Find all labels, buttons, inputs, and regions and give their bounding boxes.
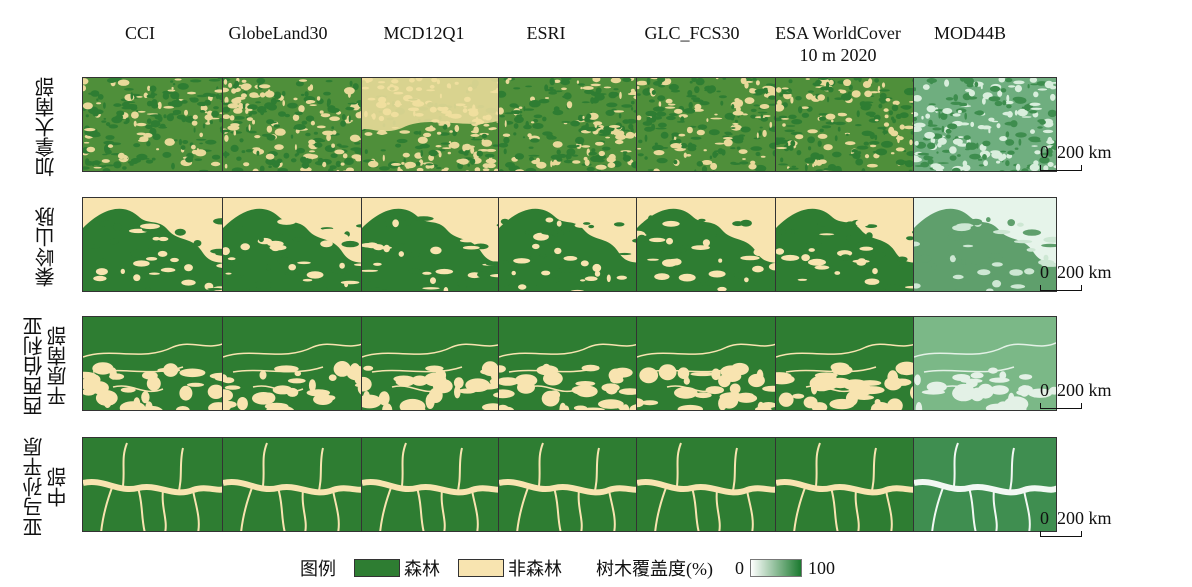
- map-tile-r2-c6: [913, 316, 1057, 411]
- map-tile-r2-c4: [636, 316, 780, 411]
- legend-nonforest-swatch: [458, 559, 504, 577]
- row-label-text: 加拿大南部: [36, 77, 58, 177]
- legend-cover-title: 树木覆盖度(%): [596, 559, 713, 579]
- legend-cover-min: 0: [734, 557, 744, 578]
- map-tile-r1-c2: [361, 197, 505, 292]
- map-tile-r3-c2: [361, 437, 505, 532]
- column-header-4: GLC_FCS30: [644, 23, 740, 43]
- legend-forest-label: 森林: [404, 559, 440, 579]
- legend-title: 图例: [300, 559, 336, 579]
- scale-line: [1040, 531, 1082, 537]
- scale-distance: 200 km: [1057, 142, 1112, 162]
- column-header-3: ESRI: [526, 23, 566, 43]
- column-header-1: GlobeLand30: [228, 23, 328, 43]
- map-tile-r2-c1: [222, 316, 366, 411]
- map-tile-r0-c5: [775, 77, 919, 172]
- scale-zero: 0: [1040, 142, 1049, 162]
- legend: 图例 森林 非森林 树木覆盖度(%) 0 100: [300, 555, 835, 581]
- column-header-6: MOD44B: [933, 23, 1006, 43]
- scale-distance: 200 km: [1057, 508, 1112, 528]
- row-label-text: 亚马孙平原 中部: [24, 437, 70, 537]
- scale-bar-0: 0 200 km: [1040, 142, 1112, 171]
- row-label-0: 加拿大南部: [18, 77, 76, 177]
- legend-forest-swatch: [354, 559, 400, 577]
- legend-nonforest-label: 非森林: [508, 559, 562, 579]
- legend-cover-max: 100: [807, 557, 835, 578]
- map-tile-r0-c6: [913, 77, 1057, 172]
- map-tile-r2-c0: [82, 316, 226, 411]
- column-header-5: ESA WorldCover 10 m 2020: [775, 23, 901, 65]
- map-tile-r2-c5: [775, 316, 919, 411]
- map-tile-r0-c0: [82, 77, 226, 172]
- scale-bar-2: 0 200 km: [1040, 380, 1112, 409]
- map-tile-r3-c0: [82, 437, 226, 532]
- scale-line: [1040, 285, 1082, 291]
- map-tile-r3-c6: [913, 437, 1057, 532]
- column-header-0: CCI: [124, 23, 155, 43]
- map-tile-r1-c5: [775, 197, 919, 292]
- row-label-2: 西西伯利亚 平原南部: [18, 306, 76, 426]
- scale-zero: 0: [1040, 262, 1049, 282]
- map-tile-r1-c0: [82, 197, 226, 292]
- map-tile-r3-c5: [775, 437, 919, 532]
- legend-cover-gradient: [749, 559, 802, 577]
- row-label-text: 秦岭山脉: [36, 207, 58, 287]
- map-tile-r1-c4: [636, 197, 780, 292]
- map-tile-r1-c6: [913, 197, 1057, 292]
- map-tile-r3-c4: [636, 437, 780, 532]
- map-tile-r1-c3: [498, 197, 642, 292]
- scale-distance: 200 km: [1057, 380, 1112, 400]
- map-tile-r0-c3: [498, 77, 642, 172]
- map-tile-r1-c1: [222, 197, 366, 292]
- scale-distance: 200 km: [1057, 262, 1112, 282]
- row-label-3: 亚马孙平原 中部: [18, 427, 76, 547]
- map-tile-r0-c1: [222, 77, 366, 172]
- map-tile-r3-c3: [498, 437, 642, 532]
- scale-line: [1040, 403, 1082, 409]
- map-tile-r0-c2: [361, 77, 505, 172]
- map-tile-r0-c4: [636, 77, 780, 172]
- scale-zero: 0: [1040, 508, 1049, 528]
- scale-line: [1040, 165, 1082, 171]
- scale-bar-1: 0 200 km: [1040, 262, 1112, 291]
- map-tile-r2-c2: [361, 316, 505, 411]
- scale-bar-3: 0 200 km: [1040, 508, 1112, 537]
- column-header-2: MCD12Q1: [383, 23, 465, 43]
- map-tile-r2-c3: [498, 316, 642, 411]
- scale-zero: 0: [1040, 380, 1049, 400]
- map-tile-r3-c1: [222, 437, 366, 532]
- row-label-text: 西西伯利亚 平原南部: [24, 316, 70, 416]
- row-label-1: 秦岭山脉: [18, 197, 76, 297]
